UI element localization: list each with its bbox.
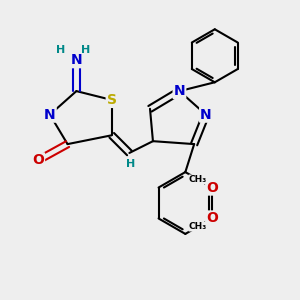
Text: O: O bbox=[206, 212, 218, 226]
Text: O: O bbox=[206, 181, 218, 194]
Text: H: H bbox=[81, 46, 90, 56]
Text: CH₃: CH₃ bbox=[189, 175, 207, 184]
Text: CH₃: CH₃ bbox=[189, 222, 207, 231]
Text: S: S bbox=[107, 93, 117, 107]
Text: O: O bbox=[32, 153, 44, 167]
Text: N: N bbox=[200, 108, 212, 122]
Text: H: H bbox=[126, 159, 136, 169]
Text: N: N bbox=[44, 108, 56, 122]
Text: H: H bbox=[56, 46, 65, 56]
Text: N: N bbox=[174, 84, 185, 98]
Text: N: N bbox=[70, 53, 82, 67]
